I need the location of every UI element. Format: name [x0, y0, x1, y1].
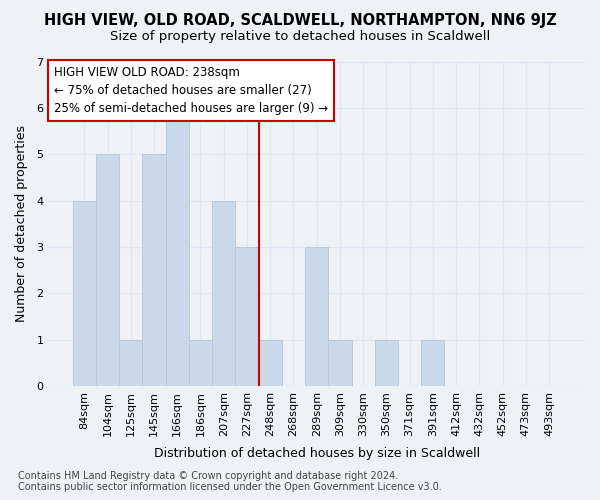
Text: HIGH VIEW, OLD ROAD, SCALDWELL, NORTHAMPTON, NN6 9JZ: HIGH VIEW, OLD ROAD, SCALDWELL, NORTHAMP… [44, 12, 556, 28]
Bar [212, 200, 235, 386]
Bar [189, 340, 212, 386]
Bar [259, 340, 282, 386]
X-axis label: Distribution of detached houses by size in Scaldwell: Distribution of detached houses by size … [154, 447, 480, 460]
Bar [119, 340, 142, 386]
Text: Size of property relative to detached houses in Scaldwell: Size of property relative to detached ho… [110, 30, 490, 43]
Bar [375, 340, 398, 386]
Text: Contains HM Land Registry data © Crown copyright and database right 2024.
Contai: Contains HM Land Registry data © Crown c… [18, 471, 442, 492]
Bar [421, 340, 445, 386]
Bar [305, 247, 328, 386]
Bar [328, 340, 352, 386]
Text: HIGH VIEW OLD ROAD: 238sqm
← 75% of detached houses are smaller (27)
25% of semi: HIGH VIEW OLD ROAD: 238sqm ← 75% of deta… [53, 66, 328, 116]
Bar [235, 247, 259, 386]
Bar [96, 154, 119, 386]
Bar [73, 200, 96, 386]
Bar [166, 108, 189, 386]
Bar [142, 154, 166, 386]
Y-axis label: Number of detached properties: Number of detached properties [15, 125, 28, 322]
